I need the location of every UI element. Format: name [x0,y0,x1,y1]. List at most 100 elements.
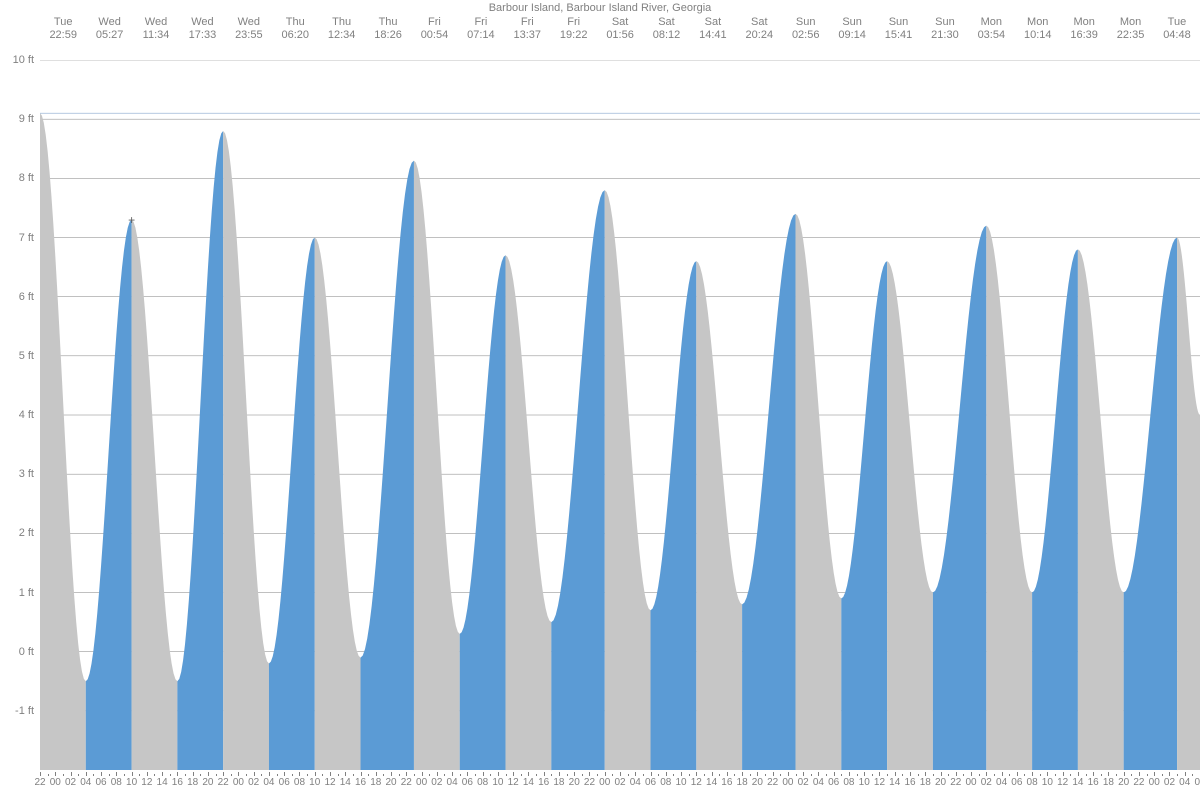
header-cell: Mon10:14 [1015,16,1061,48]
header-cell: Wed11:34 [133,16,179,48]
x-tick-label: 10 [859,777,870,788]
x-tick-label: 00 [1149,777,1160,788]
x-tick-label: 06 [1011,777,1022,788]
x-tick-label: 08 [1027,777,1038,788]
header-cell: Fri00:54 [411,16,457,48]
x-tick-label: 12 [874,777,885,788]
x-tick-label: 08 [477,777,488,788]
y-tick-label: 2 ft [19,527,34,539]
x-tick-label: 22 [767,777,778,788]
x-tick-label: 14 [889,777,900,788]
header-cell: Mon22:35 [1107,16,1153,48]
y-tick-label: 4 ft [19,409,34,421]
header-timestamps: Tue22:59Wed05:27Wed11:34Wed17:33Wed23:55… [40,16,1200,48]
header-cell: Fri19:22 [550,16,596,48]
x-tick-label: 18 [737,777,748,788]
x-tick-label: 08 [294,777,305,788]
x-tick-label: 12 [508,777,519,788]
x-tick-label: 02 [248,777,259,788]
x-tick-label: 04 [80,777,91,788]
x-tick-label: 18 [187,777,198,788]
y-tick-label: 5 ft [19,350,34,362]
header-cell: Thu18:26 [365,16,411,48]
x-tick-label: 20 [385,777,396,788]
x-tick-label: 20 [1118,777,1129,788]
x-tick-label: 08 [111,777,122,788]
x-tick-label: 10 [309,777,320,788]
x-tick-label: 02 [798,777,809,788]
x-tick-label: 00 [599,777,610,788]
x-tick-label: 10 [675,777,686,788]
x-tick-label: 00 [782,777,793,788]
tide-chart: Barbour Island, Barbour Island River, Ge… [0,0,1200,800]
x-tick-label: 22 [950,777,961,788]
x-tick-label: 06 [462,777,473,788]
y-axis-labels: -1 ft0 ft1 ft2 ft3 ft4 ft5 ft6 ft7 ft8 f… [0,60,40,770]
x-tick-label: 06 [1194,777,1200,788]
y-tick-label: 1 ft [19,587,34,599]
header-cell: Fri13:37 [504,16,550,48]
x-tick-label: 14 [340,777,351,788]
x-tick-label: 16 [538,777,549,788]
x-tick-label: 10 [492,777,503,788]
header-cell: Wed05:27 [86,16,132,48]
x-tick-label: 06 [95,777,106,788]
x-tick-label: 00 [416,777,427,788]
x-tick-label: 10 [126,777,137,788]
y-tick-label: 10 ft [13,54,34,66]
header-cell: Mon03:54 [968,16,1014,48]
x-tick-label: 22 [1133,777,1144,788]
x-tick-label: 02 [981,777,992,788]
x-tick-label: 16 [904,777,915,788]
x-tick-label: 20 [569,777,580,788]
x-tick-label: 20 [935,777,946,788]
x-tick-label: 18 [370,777,381,788]
x-tick-label: 12 [691,777,702,788]
header-cell: Sun09:14 [829,16,875,48]
x-tick-label: 22 [34,777,45,788]
header-cell: Wed23:55 [226,16,272,48]
y-tick-label: 7 ft [19,232,34,244]
x-tick-label: 00 [50,777,61,788]
x-tick-label: 08 [843,777,854,788]
header-cell: Wed17:33 [179,16,225,48]
x-tick-label: 04 [996,777,1007,788]
x-tick-label: 14 [1072,777,1083,788]
x-tick-label: 12 [324,777,335,788]
x-tick-label: 02 [1164,777,1175,788]
x-tick-label: 02 [65,777,76,788]
x-tick-label: 16 [355,777,366,788]
header-cell: Sat08:12 [643,16,689,48]
y-tick-label: 9 ft [19,113,34,125]
header-cell: Thu06:20 [272,16,318,48]
chart-title: Barbour Island, Barbour Island River, Ge… [0,2,1200,14]
x-tick-label: 22 [218,777,229,788]
x-tick-label: 06 [645,777,656,788]
x-tick-label: 08 [660,777,671,788]
x-tick-label: 18 [1103,777,1114,788]
x-tick-label: 20 [752,777,763,788]
x-tick-label: 14 [157,777,168,788]
x-tick-label: 16 [721,777,732,788]
y-tick-label: 6 ft [19,291,34,303]
x-tick-label: 14 [523,777,534,788]
x-tick-label: 00 [233,777,244,788]
y-tick-label: 8 ft [19,172,34,184]
x-tick-label: 04 [813,777,824,788]
x-tick-label: 04 [263,777,274,788]
y-tick-label: 0 ft [19,646,34,658]
header-cell: Sat14:41 [690,16,736,48]
x-tick-label: 14 [706,777,717,788]
header-cell: Fri07:14 [458,16,504,48]
y-tick-label: 3 ft [19,468,34,480]
header-cell: Sat01:56 [597,16,643,48]
x-tick-label: 22 [401,777,412,788]
header-cell: Sun02:56 [783,16,829,48]
x-tick-label: 04 [1179,777,1190,788]
x-tick-label: 12 [1057,777,1068,788]
x-tick-label: 18 [920,777,931,788]
x-tick-label: 12 [141,777,152,788]
x-tick-label: 22 [584,777,595,788]
x-tick-label: 06 [279,777,290,788]
x-tick-label: 04 [447,777,458,788]
